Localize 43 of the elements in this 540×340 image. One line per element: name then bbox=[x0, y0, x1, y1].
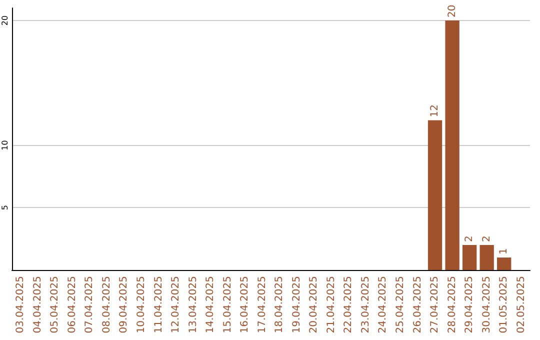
x-tick-label: 01.05.2025 bbox=[498, 276, 510, 334]
y-tick-label: 20 bbox=[0, 15, 10, 26]
x-tick-label: 17.04.2025 bbox=[256, 276, 268, 334]
x-tick-label: 14.04.2025 bbox=[205, 276, 216, 334]
y-tick-label: 10 bbox=[0, 140, 10, 150]
bar bbox=[480, 245, 494, 270]
x-tick-label: 23.04.2025 bbox=[360, 276, 372, 334]
data-label: 20 bbox=[446, 4, 458, 18]
x-tick-label: 08.04.2025 bbox=[101, 276, 112, 334]
bar bbox=[497, 258, 512, 270]
x-tick-label: 03.04.2025 bbox=[15, 276, 26, 334]
x-tick-label: 28.04.2025 bbox=[446, 276, 458, 334]
x-tick-label: 05.04.2025 bbox=[50, 276, 61, 334]
x-tick-label: 09.04.2025 bbox=[118, 276, 130, 334]
x-tick-label: 16.04.2025 bbox=[240, 276, 251, 334]
x-tick-label: 26.04.2025 bbox=[412, 276, 424, 334]
x-tick-label: 18.04.2025 bbox=[274, 276, 286, 334]
x-tick-label: 11.04.2025 bbox=[153, 276, 164, 334]
x-tick-label: 06.04.2025 bbox=[66, 276, 78, 334]
x-tick-label: 15.04.2025 bbox=[222, 276, 234, 334]
x-tick-label: 07.04.2025 bbox=[84, 276, 96, 334]
x-tick-label: 19.04.2025 bbox=[291, 276, 302, 334]
x-tick-label: 13.04.2025 bbox=[188, 276, 199, 334]
x-tick-label: 24.04.2025 bbox=[378, 276, 389, 334]
x-tick-label: 04.04.2025 bbox=[32, 276, 44, 334]
x-tick-label: 21.04.2025 bbox=[326, 276, 337, 334]
y-tick-label: 5 bbox=[0, 205, 10, 210]
x-tick-label: 27.04.2025 bbox=[430, 276, 441, 334]
x-tick-label: 29.04.2025 bbox=[464, 276, 476, 334]
data-label: 12 bbox=[430, 104, 441, 118]
x-tick-label: 10.04.2025 bbox=[136, 276, 147, 334]
bar bbox=[462, 245, 477, 270]
x-tick-label: 22.04.2025 bbox=[343, 276, 354, 334]
data-label: 2 bbox=[481, 236, 492, 242]
bar bbox=[445, 20, 460, 270]
data-label: 2 bbox=[464, 236, 476, 242]
x-tick-label: 25.04.2025 bbox=[395, 276, 406, 334]
x-tick-label: 30.04.2025 bbox=[481, 276, 492, 334]
x-tick-label: 20.04.2025 bbox=[308, 276, 320, 334]
x-tick-label: 02.05.2025 bbox=[516, 276, 527, 334]
data-label: 1 bbox=[498, 248, 510, 255]
x-tick-label: 12.04.2025 bbox=[170, 276, 182, 334]
bar bbox=[428, 120, 442, 270]
